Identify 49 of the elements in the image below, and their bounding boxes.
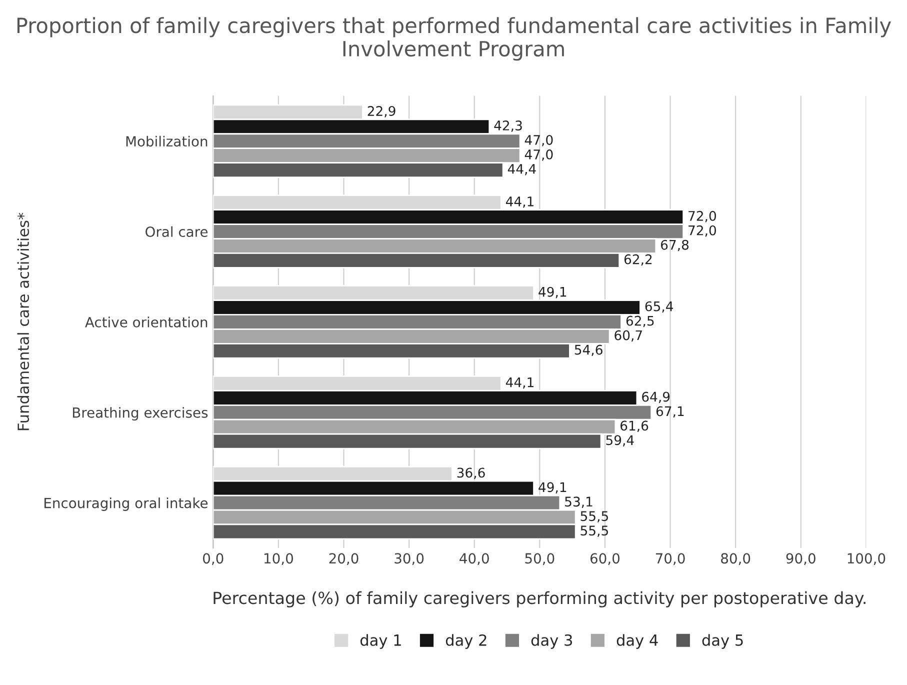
data-label: 44,1 <box>506 377 534 389</box>
data-label: 44,4 <box>508 164 536 176</box>
data-label: 59,4 <box>606 435 634 446</box>
data-label: 44,1 <box>506 196 534 208</box>
data-label: 47,0 <box>524 134 553 146</box>
x-tick-label: 50,0 <box>525 553 554 566</box>
data-label: 49,1 <box>538 482 566 494</box>
x-tick-label: 70,0 <box>656 553 685 566</box>
data-label: 72,0 <box>688 225 716 237</box>
x-tick-label: 0,0 <box>203 553 224 566</box>
x-tick-label: 60,0 <box>590 553 620 566</box>
data-label: 65,4 <box>645 301 674 313</box>
y-axis-title: Fundamental care activities* <box>17 212 30 430</box>
x-tick-label: 10,0 <box>264 553 293 566</box>
data-label: 67,8 <box>660 240 689 252</box>
data-label: 62,2 <box>624 254 652 266</box>
x-tick-label: 20,0 <box>329 553 358 566</box>
data-label: 49,1 <box>538 286 566 298</box>
x-tick-label: 80,0 <box>721 553 750 566</box>
data-label: 67,1 <box>656 406 684 418</box>
legend-label: day 3 <box>531 634 572 649</box>
data-label: 36,6 <box>457 468 485 480</box>
data-label: 55,5 <box>580 526 608 537</box>
legend-label: day 1 <box>360 634 401 649</box>
x-tick-label: 100,0 <box>848 553 886 566</box>
data-label: 22,9 <box>368 106 396 118</box>
y-tick-label: Active orientation <box>85 316 208 328</box>
chart-title: Proportion of family caregivers that performed fundamental care activities in Family Involvement Program <box>17 17 891 61</box>
x-tick-label: 40,0 <box>460 553 489 566</box>
legend-label: day 2 <box>446 634 486 649</box>
data-label: 60,7 <box>614 330 642 342</box>
y-tick-label: Oral care <box>146 226 208 238</box>
y-tick-label: Encouraging oral intake <box>44 498 208 511</box>
data-label: 54,6 <box>574 344 602 356</box>
x-tick-label: 90,0 <box>786 553 816 566</box>
data-label: 42,3 <box>494 120 522 132</box>
legend-label: day 4 <box>616 634 658 649</box>
data-label: 62,5 <box>626 316 654 328</box>
data-label: 61,6 <box>620 420 648 432</box>
x-tick-label: 30,0 <box>394 553 424 566</box>
x-axis-title: Percentage (%) of family caregivers performing activity per postoperative day. <box>214 591 866 608</box>
y-tick-label: Mobilization <box>126 136 208 147</box>
y-tick-label: Breathing exercises <box>72 407 208 421</box>
data-label: 72,0 <box>688 210 716 222</box>
data-label: 55,5 <box>580 511 608 522</box>
legend-label: day 5 <box>702 634 743 649</box>
data-label: 64,9 <box>642 392 670 404</box>
data-label: 47,0 <box>524 149 553 161</box>
data-label: 53,1 <box>565 496 592 508</box>
